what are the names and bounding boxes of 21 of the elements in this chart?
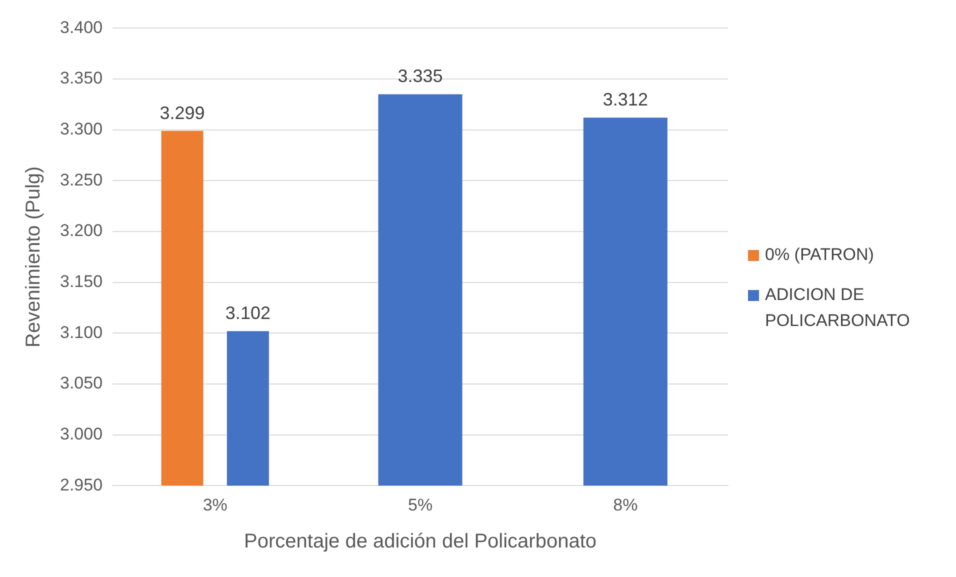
legend-label: ADICION DE POLICARBONATO bbox=[765, 284, 911, 332]
y-tick-label: 3.250 bbox=[60, 170, 103, 190]
y-tick-label: 3.400 bbox=[60, 18, 103, 37]
y-tick-label: 2.950 bbox=[60, 475, 103, 494]
y-tick-label: 3.000 bbox=[60, 424, 103, 444]
x-tick-label: 8% bbox=[613, 495, 638, 514]
legend-label: 0% (PATRON) bbox=[765, 244, 875, 266]
data-label: 3.335 bbox=[398, 66, 443, 86]
data-label: 3.312 bbox=[602, 90, 648, 110]
data-label: 3.299 bbox=[160, 102, 205, 123]
y-tick-label: 3.050 bbox=[60, 374, 103, 393]
y-tick-label: 3.150 bbox=[60, 272, 103, 291]
y-tick-label: 3.300 bbox=[60, 120, 103, 139]
data-label: 3.102 bbox=[225, 303, 270, 324]
x-axis-title: Porcentaje de adición del Policarbonato bbox=[244, 530, 597, 553]
y-tick-label: 3.200 bbox=[60, 221, 103, 240]
x-tick-label: 5% bbox=[408, 495, 433, 514]
y-tick-label: 3.100 bbox=[60, 322, 103, 342]
y-tick-label: 3.350 bbox=[60, 68, 103, 88]
y-axis-title: Revenimiento (Pulg) bbox=[22, 166, 45, 348]
x-tick-label: 3% bbox=[202, 495, 228, 514]
